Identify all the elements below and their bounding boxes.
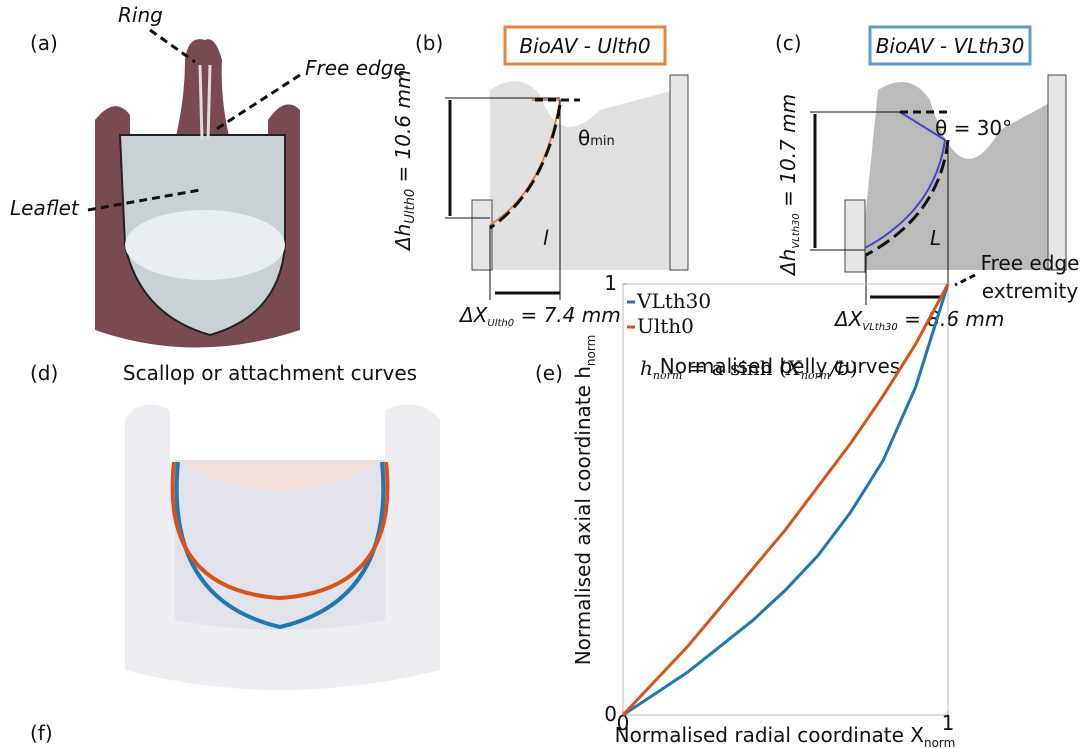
series-line	[623, 284, 948, 715]
valve-illustration	[95, 39, 300, 347]
annotation: extremity	[982, 279, 1079, 303]
panel-label: (f)	[30, 721, 53, 745]
annotation: Free edge	[981, 251, 1080, 275]
dimension: ΔXUlth0 = 7.4 mm	[458, 303, 621, 329]
dimension: ΔhVLth30 = 10.7 mm	[776, 94, 802, 277]
panel-label: (c)	[775, 31, 802, 55]
annotation: Leaflet	[10, 196, 80, 220]
leaflet-illustration	[445, 75, 688, 300]
panel-label: (b)	[415, 31, 443, 55]
panel-title: BioAV - VLth30	[876, 34, 1025, 58]
y-tick-label: 0	[604, 702, 617, 726]
series-line	[623, 284, 948, 715]
annotation: l	[543, 226, 549, 250]
annotation: θ = 30°	[935, 116, 1012, 140]
legend-label: VLth30	[636, 289, 711, 313]
y-axis-label: Normalised axial coordinate hnorm	[571, 335, 598, 666]
dimension: ΔXVLth30 = 8.6 mm	[833, 307, 1004, 333]
panel-label: (a)	[30, 31, 58, 55]
dimension: ΔhUlth0 = 10.6 mm	[391, 70, 418, 252]
plot-frame	[623, 284, 948, 715]
legend-label: Ulth0	[637, 314, 694, 338]
scallop-illustration	[125, 404, 440, 690]
panel-label: (d)	[30, 361, 58, 385]
annotation: L	[930, 226, 941, 250]
annotation: Ring	[118, 3, 163, 27]
panel-title: Scallop or attachment curves	[123, 361, 417, 385]
pointer	[955, 275, 975, 285]
figure: (a) Ring Free edge Leaflet (b) BioAV - U…	[0, 0, 1092, 748]
x-axis-label: Normalised radial coordinate Xnorm	[615, 723, 956, 748]
y-tick-label: 1	[604, 271, 617, 295]
panel-title: BioAV - Ulth0	[519, 34, 650, 58]
panel-label: (e)	[535, 361, 563, 385]
